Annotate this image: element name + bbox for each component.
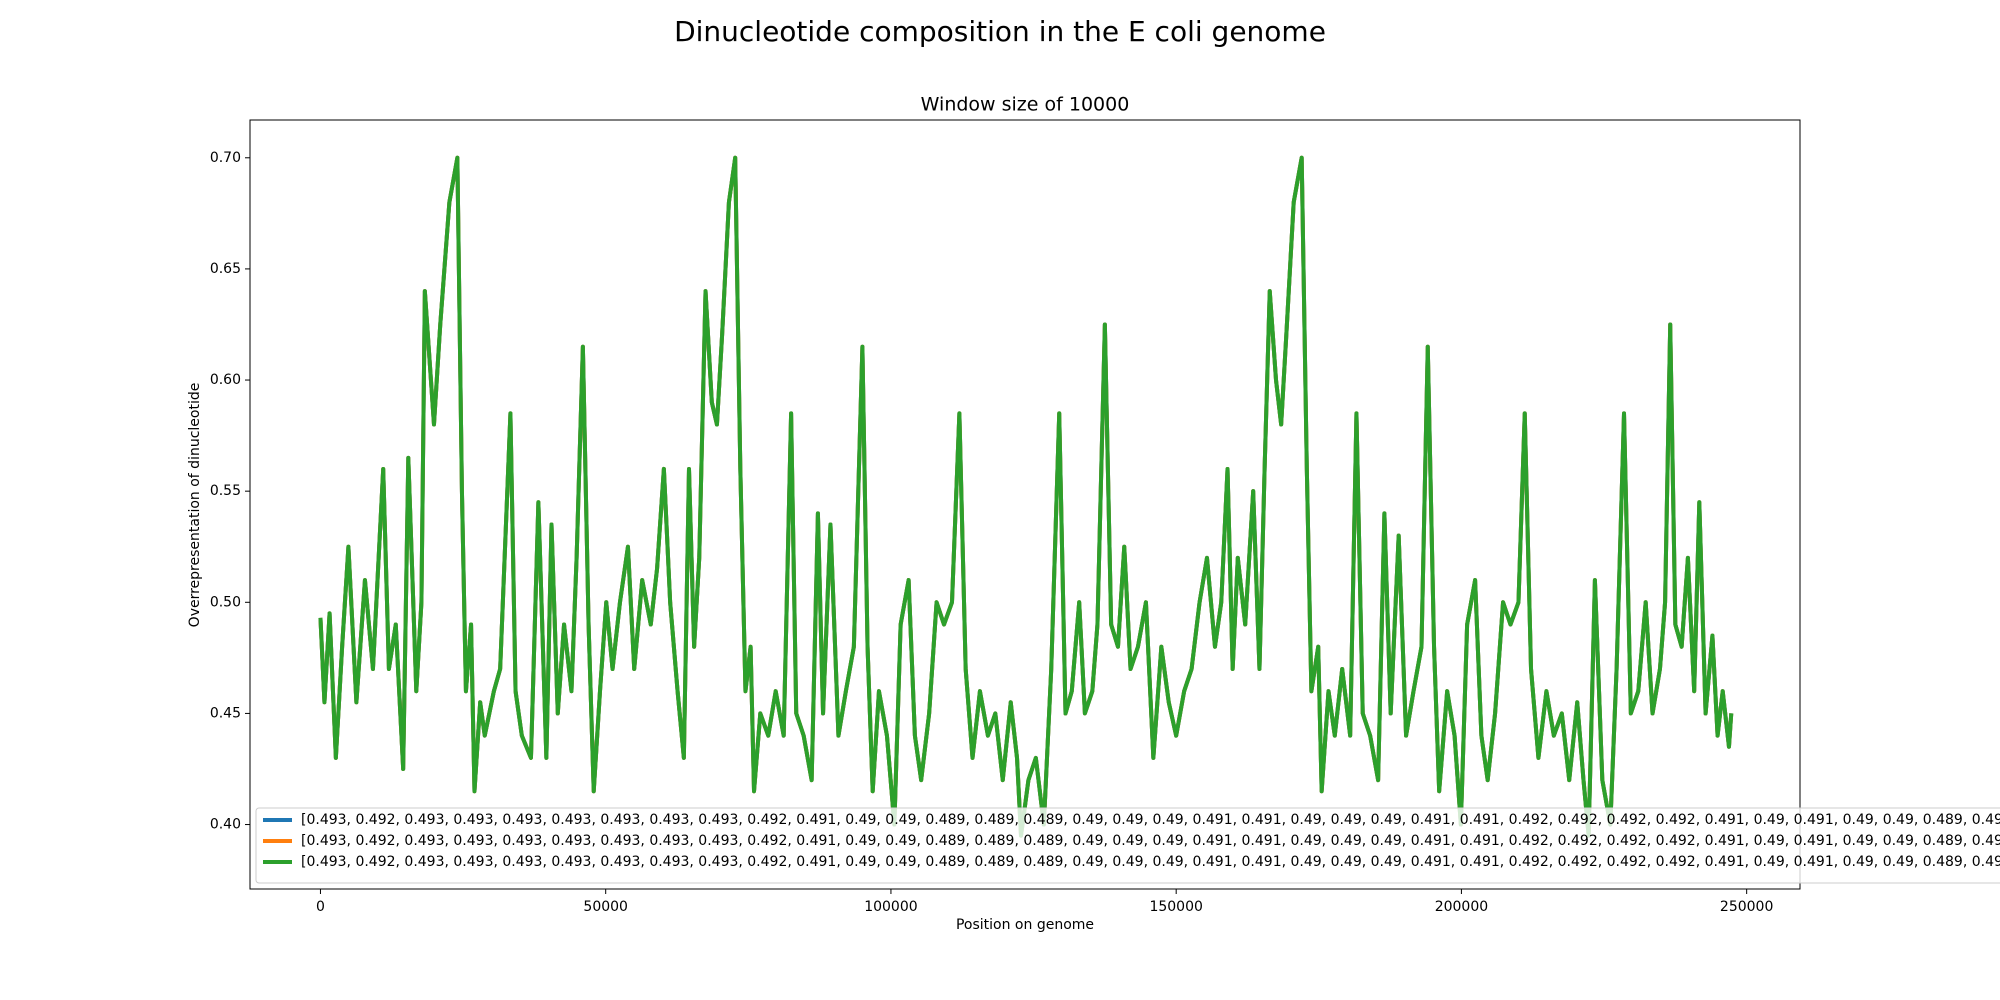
y-tick-label: 0.40 bbox=[210, 817, 241, 833]
suptitle: Dinucleotide composition in the E coli g… bbox=[674, 15, 1326, 48]
x-tick-label: 250000 bbox=[1720, 899, 1773, 915]
y-tick-label: 0.70 bbox=[210, 150, 241, 166]
y-tick-label: 0.60 bbox=[210, 372, 241, 388]
y-axis-label: Overrepresentation of dinucleotide bbox=[187, 383, 203, 628]
legend-label: [0.493, 0.492, 0.493, 0.493, 0.493, 0.49… bbox=[301, 812, 2000, 828]
x-tick-label: 50000 bbox=[583, 899, 628, 915]
x-tick-label: 100000 bbox=[864, 899, 917, 915]
plot-lines bbox=[318, 155, 1734, 838]
y-tick-label: 0.45 bbox=[210, 705, 241, 721]
x-tick-label: 0 bbox=[316, 899, 325, 915]
x-tick-label: 200000 bbox=[1435, 899, 1488, 915]
legend-label: [0.493, 0.492, 0.493, 0.493, 0.493, 0.49… bbox=[301, 854, 2000, 870]
x-axis-label: Position on genome bbox=[956, 917, 1094, 933]
axes-frame bbox=[249, 119, 1801, 890]
legend-label: [0.493, 0.492, 0.493, 0.493, 0.493, 0.49… bbox=[301, 833, 2000, 849]
y-tick-label: 0.50 bbox=[210, 594, 241, 610]
x-tick-label: 150000 bbox=[1149, 899, 1202, 915]
y-tick-label: 0.65 bbox=[210, 261, 241, 277]
y-tick-label: 0.55 bbox=[210, 483, 241, 499]
legend-box bbox=[255, 807, 2000, 884]
chart-title: Window size of 10000 bbox=[921, 94, 1130, 116]
series-line bbox=[318, 155, 1734, 838]
